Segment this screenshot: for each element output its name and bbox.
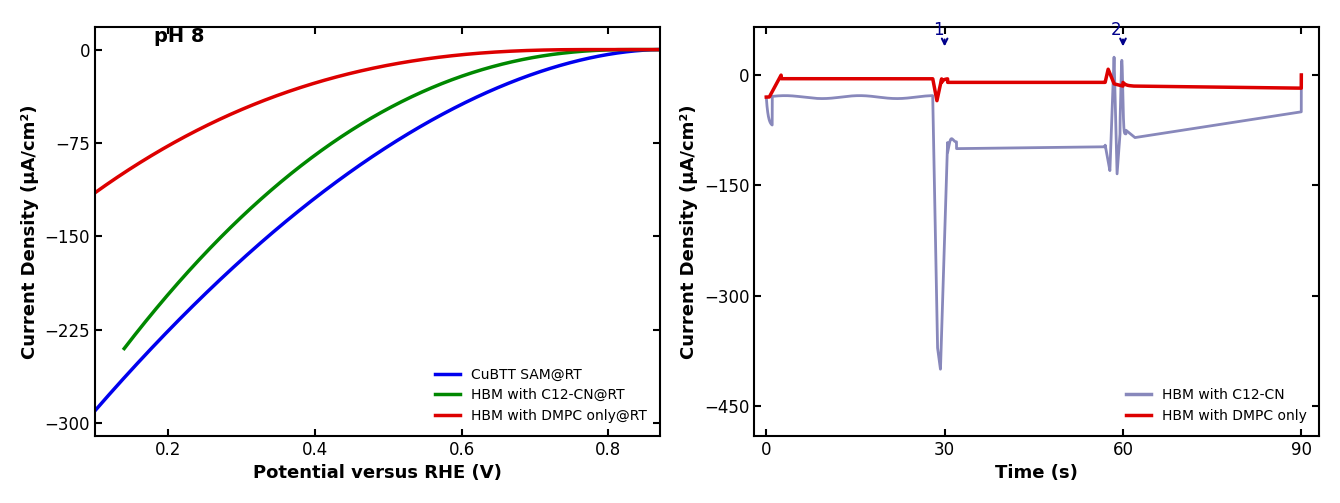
X-axis label: Potential versus RHE (V): Potential versus RHE (V) bbox=[253, 464, 501, 482]
Y-axis label: Current Density (μA/cm²): Current Density (μA/cm²) bbox=[681, 104, 698, 359]
Legend: CuBTT SAM@RT, HBM with C12-CN@RT, HBM with DMPC only@RT: CuBTT SAM@RT, HBM with C12-CN@RT, HBM wi… bbox=[430, 362, 653, 429]
Text: 2: 2 bbox=[1111, 21, 1122, 39]
Text: pH 8: pH 8 bbox=[154, 27, 204, 46]
Text: 1: 1 bbox=[933, 21, 943, 39]
X-axis label: Time (s): Time (s) bbox=[996, 464, 1079, 482]
Y-axis label: Current Density (μA/cm²): Current Density (μA/cm²) bbox=[21, 104, 39, 359]
Legend: HBM with C12-CN, HBM with DMPC only: HBM with C12-CN, HBM with DMPC only bbox=[1120, 383, 1312, 429]
